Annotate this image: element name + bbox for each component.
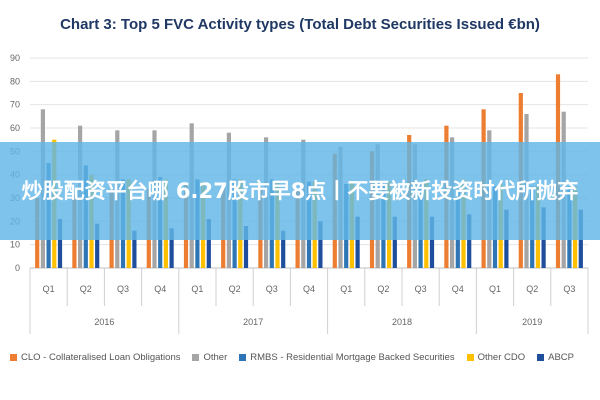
legend-label: Other CDO	[477, 352, 526, 363]
x-tick-label: Q3	[117, 284, 129, 294]
legend-item: RMBS - Residential Mortgage Backed Secur…	[239, 352, 455, 363]
y-tick-label: 70	[10, 100, 20, 110]
bar	[169, 228, 174, 268]
y-tick-label: 10	[10, 240, 20, 250]
year-label: 2019	[522, 317, 542, 327]
legend-label: RMBS - Residential Mortgage Backed Secur…	[250, 352, 455, 363]
bar	[429, 216, 435, 268]
bar	[132, 230, 137, 268]
x-tick-label: Q4	[154, 284, 166, 294]
legend-item: CLO - Collateralised Loan Obligations	[10, 352, 180, 363]
x-tick-label: Q3	[563, 284, 575, 294]
x-tick-label: Q2	[229, 284, 241, 294]
bar	[243, 226, 249, 268]
x-tick-label: Q2	[80, 284, 92, 294]
x-tick-label: Q1	[191, 284, 203, 294]
year-label: 2017	[243, 317, 263, 327]
legend-swatch	[466, 354, 474, 361]
x-tick-label: Q4	[303, 284, 315, 294]
x-tick-label: Q4	[452, 284, 464, 294]
bar	[95, 223, 100, 268]
x-tick-label: Q3	[415, 284, 427, 294]
bar	[57, 219, 63, 268]
bar	[318, 221, 323, 268]
y-tick-label: 0	[15, 263, 20, 273]
x-tick-label: Q1	[340, 284, 352, 294]
legend-item: Other CDO	[466, 352, 526, 363]
legend-swatch	[537, 354, 545, 361]
legend-item: ABCP	[537, 352, 574, 363]
legend-label: Other	[203, 352, 228, 363]
bar	[206, 219, 211, 268]
bar	[281, 230, 286, 268]
overlay-headline[interactable]: 炒股配资平台哪 6.27股市早8点丨不要被新投资时代所抛弃	[21, 179, 579, 203]
x-tick-label: Q3	[266, 284, 278, 294]
x-tick-label: Q1	[43, 284, 55, 294]
x-tick-label: Q1	[489, 284, 501, 294]
y-tick-label: 80	[10, 76, 20, 86]
year-label: 2018	[392, 317, 412, 327]
bar	[355, 216, 360, 268]
bar	[392, 216, 397, 268]
legend-swatch	[239, 354, 247, 361]
x-tick-label: Q2	[526, 284, 538, 294]
legend-swatch	[192, 354, 200, 361]
y-tick-label: 90	[10, 53, 20, 63]
x-tick-label: Q2	[377, 284, 389, 294]
chart-legend: CLO - Collateralised Loan Obligations Oth…	[10, 352, 595, 363]
year-label: 2016	[94, 317, 114, 327]
overlay-banner[interactable]: 炒股配资平台哪 6.27股市早8点丨不要被新投资时代所抛弃	[0, 142, 600, 240]
bar	[467, 214, 472, 268]
legend-label: ABCP	[548, 352, 574, 363]
legend-swatch	[10, 354, 17, 361]
chart-title: Chart 3: Top 5 FVC Activity types (Total…	[60, 16, 540, 33]
legend-item: Other	[192, 352, 227, 363]
y-tick-label: 60	[10, 123, 20, 133]
legend-label: CLO - Collateralised Loan Obligations	[21, 352, 181, 363]
